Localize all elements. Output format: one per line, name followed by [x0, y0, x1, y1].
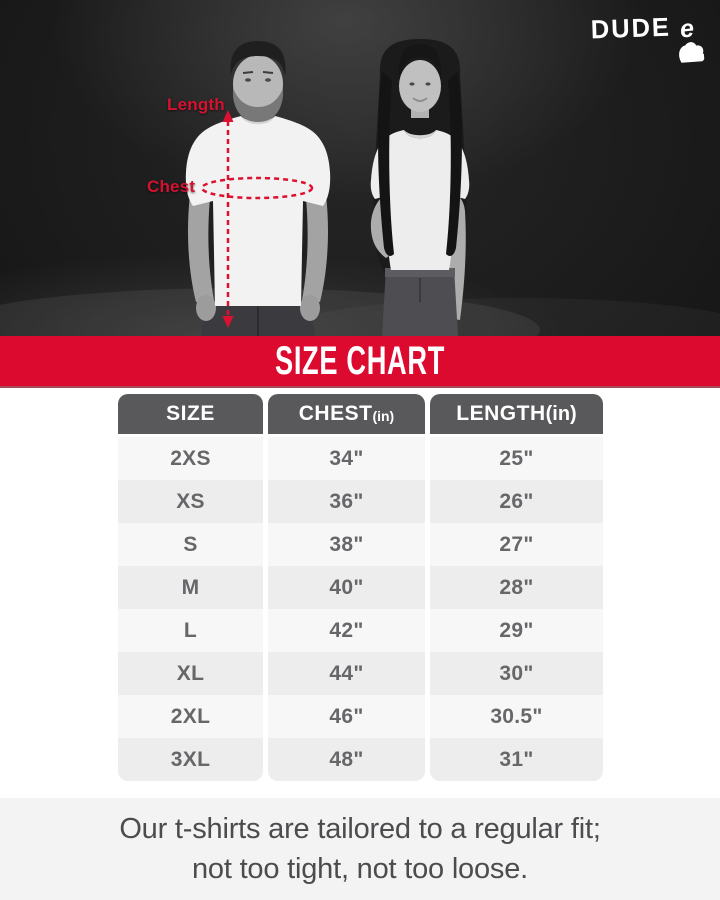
- chest-cell: 36": [268, 480, 425, 523]
- man-right-eye: [265, 78, 271, 82]
- column-header-length-label: LENGTH: [456, 402, 546, 425]
- man-beard: [233, 88, 283, 122]
- length-cell: 26": [430, 480, 603, 523]
- size-cell: 2XS: [118, 437, 263, 480]
- chest-cell: 38": [268, 523, 425, 566]
- man-tshirt-collar: [241, 116, 275, 125]
- woman-left-arm: [370, 192, 398, 258]
- column-header-chest-unit: (in): [372, 407, 395, 424]
- chest-cell: 34": [268, 437, 425, 480]
- size-cell: XL: [118, 652, 263, 695]
- length-cell: 29": [430, 609, 603, 652]
- chest-cell: 46": [268, 695, 425, 738]
- man-figure: [185, 41, 331, 336]
- brand-logo: DUDE e: [590, 11, 705, 63]
- size-cell: 2XL: [118, 695, 263, 738]
- man-tshirt: [185, 116, 331, 306]
- chest-cell: 40": [268, 566, 425, 609]
- length-arrow-down-icon: [222, 316, 234, 328]
- woman-hair-strand-right: [446, 72, 462, 256]
- length-cell: 31": [430, 738, 603, 781]
- models-illustration: [0, 39, 720, 336]
- size-chart-banner: SIZE CHART: [0, 336, 720, 388]
- length-cell: 30.5": [430, 695, 603, 738]
- woman-face: [399, 60, 441, 112]
- length-cell: 27": [430, 523, 603, 566]
- column-header-length-unit: (in): [545, 402, 577, 425]
- brand-logo-text-2: e: [678, 14, 696, 44]
- man-face: [233, 55, 283, 113]
- footer-line-2: not too tight, not too loose.: [192, 853, 528, 885]
- size-cell: M: [118, 566, 263, 609]
- woman-right-eye: [425, 82, 431, 86]
- woman-tshirt-collar: [404, 130, 436, 139]
- woman-figure: [370, 39, 470, 336]
- chest-dashed-ellipse: [200, 176, 314, 200]
- brand-logo-text: DUDE: [590, 11, 672, 45]
- length-label: Length: [167, 95, 225, 114]
- woman-smile: [412, 97, 428, 102]
- length-arrow-up-icon: [222, 110, 234, 122]
- woman-hair-strand-left: [378, 72, 394, 256]
- size-cell: L: [118, 609, 263, 652]
- man-eyebrows: [242, 71, 274, 74]
- size-cell: 3XL: [118, 738, 263, 781]
- size-table: SIZE CHEST (in) LENGTH (in) 2XS 34" 25" XS…: [118, 394, 603, 781]
- footer-line-1: Our t-shirts are tailored to a regular f…: [119, 813, 601, 845]
- woman-jeans-waistband: [385, 268, 455, 277]
- size-cell: XS: [118, 480, 263, 523]
- column-header-size-label: SIZE: [166, 402, 215, 425]
- photo-header: Length Chest DUDE e: [0, 0, 720, 336]
- chest-cell: 48": [268, 738, 425, 781]
- man-hair: [230, 41, 286, 76]
- man-left-eye: [245, 78, 251, 82]
- size-cell: S: [118, 523, 263, 566]
- woman-left-eye: [409, 82, 415, 86]
- woman-front-hair-top: [398, 44, 442, 80]
- column-header-length: LENGTH (in): [430, 394, 603, 434]
- length-cell: 30": [430, 652, 603, 695]
- length-cell: 25": [430, 437, 603, 480]
- man-right-arm: [302, 195, 328, 302]
- column-header-chest: CHEST (in): [268, 394, 425, 434]
- man-left-hand: [196, 295, 216, 321]
- man-right-hand: [300, 295, 320, 321]
- length-cell: 28": [430, 566, 603, 609]
- footer-note: Our t-shirts are tailored to a regular f…: [0, 798, 720, 900]
- measurement-annotations: [200, 110, 314, 328]
- column-header-size: SIZE: [118, 394, 263, 434]
- woman-tshirt: [370, 130, 470, 270]
- chest-cell: 42": [268, 609, 425, 652]
- man-left-arm: [188, 195, 214, 302]
- chest-label: Chest: [147, 177, 196, 196]
- column-header-chest-label: CHEST: [298, 402, 373, 425]
- banner-title: SIZE CHART: [275, 338, 445, 383]
- chest-cell: 44": [268, 652, 425, 695]
